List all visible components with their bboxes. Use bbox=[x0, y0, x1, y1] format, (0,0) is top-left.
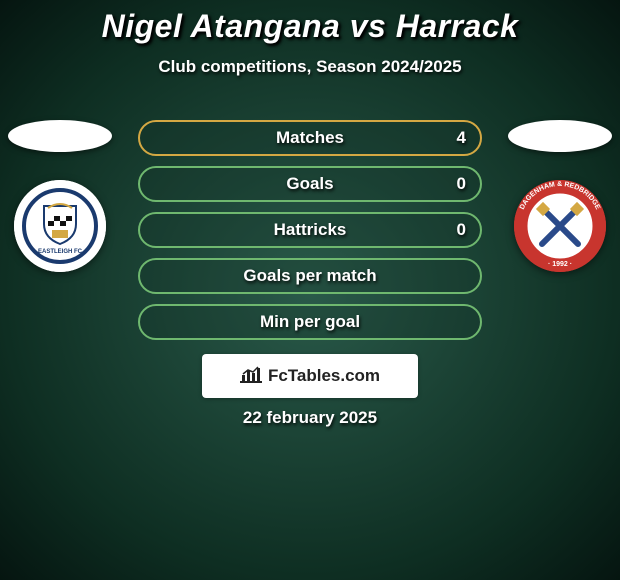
club-badge-right: DAGENHAM & REDBRIDGE · 1992 · bbox=[514, 180, 606, 272]
date-text: 22 february 2025 bbox=[0, 408, 620, 428]
stat-row: Goals 0 bbox=[138, 166, 482, 202]
subtitle: Club competitions, Season 2024/2025 bbox=[0, 57, 620, 77]
stat-label: Matches bbox=[276, 128, 344, 148]
page-title: Nigel Atangana vs Harrack bbox=[0, 0, 620, 45]
stat-label: Min per goal bbox=[260, 312, 360, 332]
player-left-silhouette bbox=[8, 120, 112, 152]
stats-list: Matches 4 Goals 0 Hattricks 0 Goals per match M… bbox=[138, 120, 482, 350]
svg-text:· 1992 ·: · 1992 · bbox=[548, 261, 572, 268]
chart-icon bbox=[240, 365, 262, 388]
stat-value: 0 bbox=[457, 220, 466, 240]
watermark-text: FcTables.com bbox=[268, 366, 380, 386]
player-left-column: EASTLEIGH FC bbox=[8, 120, 112, 272]
stat-row: Hattricks 0 bbox=[138, 212, 482, 248]
club-badge-left: EASTLEIGH FC bbox=[14, 180, 106, 272]
stat-value: 0 bbox=[457, 174, 466, 194]
stat-label: Goals bbox=[286, 174, 333, 194]
svg-text:EASTLEIGH FC: EASTLEIGH FC bbox=[38, 249, 83, 255]
watermark: FcTables.com bbox=[202, 354, 418, 398]
stat-label: Hattricks bbox=[274, 220, 347, 240]
stat-value: 4 bbox=[457, 128, 466, 148]
stat-row: Matches 4 bbox=[138, 120, 482, 156]
player-right-silhouette bbox=[508, 120, 612, 152]
stat-label: Goals per match bbox=[243, 266, 376, 286]
comparison-card: Nigel Atangana vs Harrack Club competiti… bbox=[0, 0, 620, 580]
player-right-column: DAGENHAM & REDBRIDGE · 1992 · bbox=[508, 120, 612, 272]
stat-row: Min per goal bbox=[138, 304, 482, 340]
stat-row: Goals per match bbox=[138, 258, 482, 294]
